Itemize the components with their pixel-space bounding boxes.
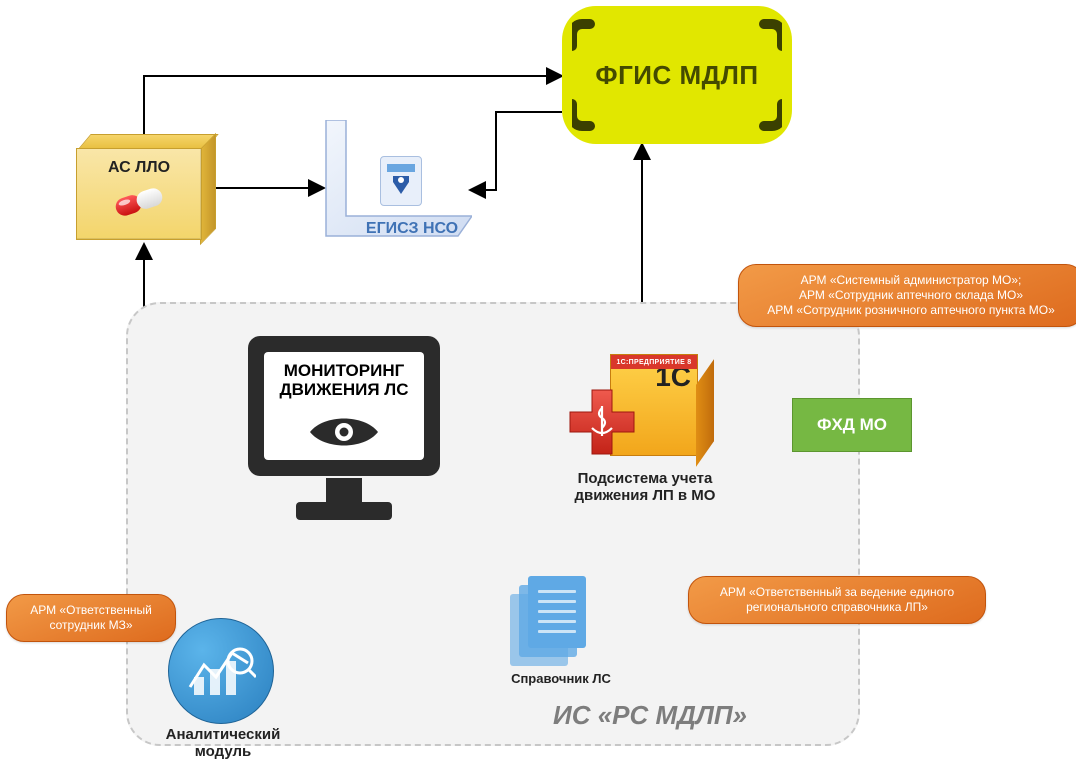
fhd-mo-label: ФХД МО <box>817 415 887 435</box>
reference-node <box>510 576 600 668</box>
fhd-mo-node: ФХД МО <box>792 398 912 452</box>
coat-of-arms-icon <box>380 156 422 206</box>
onec-banner: 1С:ПРЕДПРИЯТИЕ 8 <box>611 355 697 369</box>
analytics-node <box>168 618 274 724</box>
chart-icon <box>186 643 256 699</box>
fgis-mdlp-label: ФГИС МДЛП <box>595 60 758 91</box>
egisz-nso-label: ЕГИСЗ НСО <box>352 220 472 238</box>
onec-subsystem-label: Подсистема учета движения ЛП в МО <box>570 470 720 505</box>
pill-icon <box>109 187 169 217</box>
monitoring-line1: МОНИТОРИНГ <box>284 361 405 380</box>
as-llo-node: АС ЛЛО <box>76 148 202 240</box>
diagram-canvas: { "canvas": { "width": 1076, "height": 7… <box>0 0 1076 771</box>
egisz-nso-node: ЕГИСЗ НСО <box>316 120 472 254</box>
callout-mz-resp: АРМ «Ответственныйсотрудник МЗ» <box>6 594 176 642</box>
as-llo-label: АС ЛЛО <box>108 159 170 177</box>
monitoring-node: МОНИТОРИНГ ДВИЖЕНИЯ ЛС <box>244 332 444 528</box>
analytics-label: Аналитический модуль <box>148 726 298 761</box>
callout-admin: АРМ «Системный администратор МО»;АРМ «Со… <box>738 264 1076 327</box>
onec-subsystem-node: 1С 1С:ПРЕДПРИЯТИЕ 8 <box>566 342 716 472</box>
is-rs-mdlp-label: ИС «РС МДЛП» <box>460 700 840 731</box>
medical-cross-icon <box>566 386 638 458</box>
fgis-mdlp-node: ФГИС МДЛП <box>562 6 792 144</box>
reference-label: Справочник ЛС <box>496 672 626 687</box>
monitoring-line2: ДВИЖЕНИЯ ЛС <box>280 380 409 399</box>
callout-reference-resp: АРМ «Ответственный за ведение единогорег… <box>688 576 986 624</box>
